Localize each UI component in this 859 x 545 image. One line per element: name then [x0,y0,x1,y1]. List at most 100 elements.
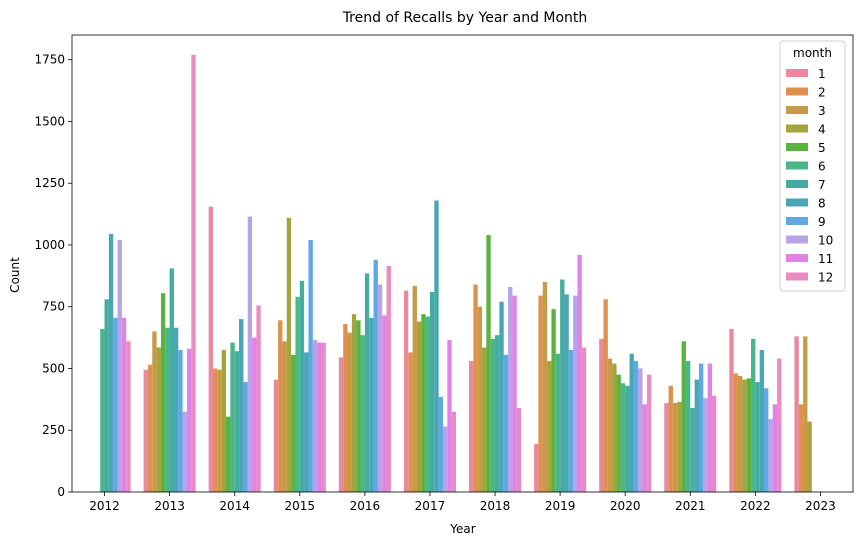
bar-2014-month-10 [247,216,253,492]
legend-box [779,40,846,292]
bar-2020-month-9 [633,361,639,492]
bar-2014-month-11 [252,337,257,492]
x-tick-label: 2018 [480,499,511,513]
bar-2019-month-11 [577,254,582,492]
bar-2015-month-7 [299,280,305,492]
bar-2022-month-12 [777,358,782,492]
legend-swatch-month-9 [786,217,808,225]
bar-2016-month-9 [373,259,378,492]
bar-2016-month-1 [338,357,344,492]
bar-2020-month-11 [642,404,647,492]
bar-2012-month-10 [117,240,122,492]
bar-2018-month-9 [503,354,509,492]
bar-2014-month-1 [208,206,214,492]
x-tick-label: 2012 [89,499,120,513]
bar-2020-month-6 [620,383,626,492]
legend-label-month-7: 7 [818,178,826,192]
bar-2019-month-7 [560,279,565,492]
bar-2021-month-10 [703,398,708,492]
bar-2014-month-3 [217,369,222,492]
legend-swatch-month-2 [786,87,808,96]
x-tick-label: 2017 [415,499,446,513]
bar-2021-month-7 [690,408,695,492]
x-tick-label: 2023 [805,499,836,513]
bar-2019-month-2 [538,295,543,492]
x-tick-label: 2016 [350,499,381,513]
bar-2015-month-1 [273,379,279,492]
bar-2014-month-2 [213,368,218,492]
bar-2012-month-9 [113,317,118,492]
bar-2020-month-8 [629,353,634,492]
bar-2020-month-12 [646,374,652,492]
bar-2015-month-10 [312,340,318,492]
bar-2019-month-12 [581,347,587,492]
bar-2017-month-9 [438,396,443,492]
bar-2015-month-11 [317,342,322,492]
bar-2021-month-1 [664,403,669,492]
bar-2015-month-8 [304,352,309,492]
legend-swatch-month-4 [786,124,808,133]
legend-swatch-month-1 [786,69,808,77]
legend-label-month-6: 6 [818,160,826,174]
bar-2015-month-5 [291,354,296,492]
bar-2013-month-12 [191,54,196,492]
bar-2022-month-9 [764,388,769,492]
bar-2013-month-5 [160,293,166,492]
legend-label-month-12: 12 [818,271,833,285]
bar-2023-month-2 [798,404,804,492]
legend-label-month-1: 1 [818,67,826,81]
bar-2023-month-4 [807,421,812,492]
bar-2021-month-5 [681,341,686,492]
legend-label-month-11: 11 [818,252,833,266]
bar-2023-month-3 [803,336,808,492]
bar-2017-month-2 [408,352,413,492]
bar-2022-month-7 [755,382,760,492]
y-tick-label: 1750 [34,53,65,67]
bar-2022-month-3 [738,375,743,492]
legend-swatch-month-5 [786,143,808,151]
bar-2018-month-2 [473,284,478,492]
y-tick-label: 250 [42,423,65,437]
bar-2021-month-11 [707,363,712,492]
bar-2017-month-1 [403,290,409,492]
bar-2014-month-5 [226,416,231,492]
bar-2016-month-7 [364,273,370,492]
bar-2015-month-6 [295,296,300,492]
bar-2019-month-6 [555,353,561,492]
bar-2013-month-9 [178,349,183,492]
legend-swatch-month-11 [786,254,808,262]
bar-2013-month-7 [169,268,174,492]
bar-2023-month-1 [794,336,799,492]
bar-2021-month-6 [685,361,691,492]
bar-2021-month-3 [672,403,678,492]
bar-2019-month-4 [547,361,552,492]
bar-2021-month-8 [694,379,699,492]
bar-2013-month-2 [147,364,153,492]
bar-2017-month-3 [412,285,417,492]
legend-label-month-3: 3 [818,104,826,118]
legend-title: month [793,46,832,60]
legend-swatch-month-7 [786,180,808,188]
y-tick-label: 0 [57,485,65,499]
bar-2019-month-1 [534,443,539,492]
bar-2017-month-7 [429,291,435,492]
bar-2016-month-12 [386,265,391,492]
bar-2018-month-11 [512,295,517,492]
bar-2014-month-12 [256,305,261,492]
bar-2013-month-6 [165,327,170,492]
bar-2017-month-10 [442,426,448,492]
x-tick-label: 2022 [740,499,771,513]
bar-2012-month-11 [121,317,127,492]
bar-2015-month-3 [282,341,287,492]
bar-2013-month-1 [143,369,148,492]
bar-2014-month-9 [243,382,248,492]
legend-label-month-9: 9 [818,215,826,229]
legend-label-month-5: 5 [818,141,826,155]
bar-2022-month-6 [751,338,756,492]
bar-2016-month-2 [343,324,348,492]
bar-2018-month-1 [469,361,474,492]
bar-2022-month-1 [729,328,734,492]
